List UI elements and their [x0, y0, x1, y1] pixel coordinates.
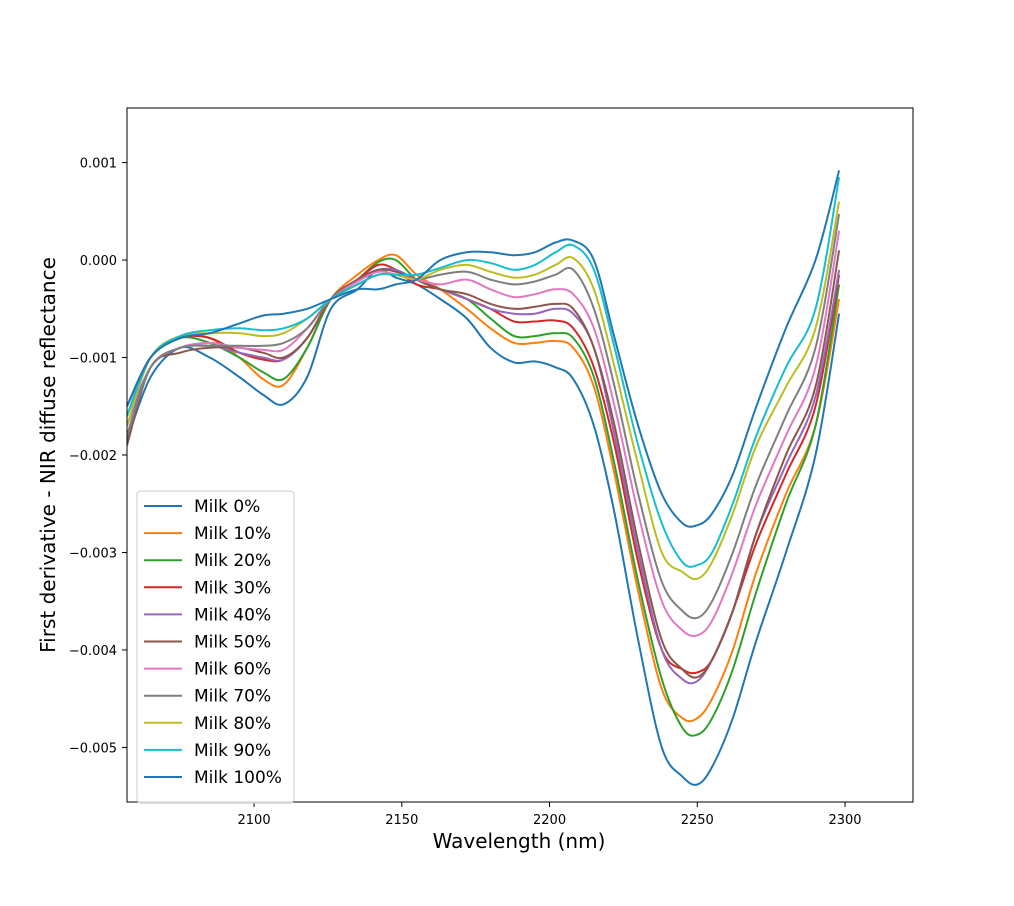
legend-label: Milk 100%	[194, 768, 282, 788]
legend-label: Milk 0%	[194, 497, 260, 517]
series-line-10	[127, 170, 841, 528]
series-line-9	[127, 177, 841, 568]
series-lines	[127, 170, 841, 786]
legend-label: Milk 80%	[194, 714, 271, 734]
series-line-6	[127, 230, 841, 638]
plot-area	[127, 170, 841, 786]
x-tick-label: 2300	[828, 813, 861, 828]
series-line-5	[127, 250, 841, 679]
y-tick-label: −0.005	[69, 741, 117, 756]
x-tick-label: 2250	[681, 813, 714, 828]
x-tick-label: 2200	[533, 813, 566, 828]
y-tick-label: 0.001	[80, 157, 117, 172]
y-tick-label: −0.003	[69, 546, 117, 561]
legend-label: Milk 50%	[194, 633, 271, 653]
legend-label: Milk 90%	[194, 741, 271, 761]
legend-label: Milk 40%	[194, 605, 271, 625]
x-tick-label: 2100	[238, 813, 271, 828]
axes: 2100 2150 2200 2250 2300 0.001 0.000 −0.001 −0.0…	[69, 107, 914, 828]
y-tick-label: −0.002	[69, 449, 117, 464]
legend-label: Milk 20%	[194, 551, 271, 571]
series-line-0	[127, 268, 841, 786]
y-axis-title: First derivative - NIR diffuse reflectan…	[36, 257, 60, 653]
legend-box	[136, 490, 295, 804]
legend-label: Milk 30%	[194, 578, 271, 598]
series-line-8	[127, 201, 841, 581]
legend-label: Milk 70%	[194, 687, 271, 707]
legend-label: Milk 60%	[194, 660, 271, 680]
y-tick-label: −0.004	[69, 644, 117, 659]
series-line-1	[127, 253, 841, 723]
series-line-7	[127, 214, 841, 620]
y-tick-label: −0.001	[69, 352, 117, 367]
x-axis-title: Wavelength (nm)	[433, 829, 606, 853]
series-line-2	[127, 257, 841, 737]
x-tick-label: 2150	[385, 813, 418, 828]
y-tick-label: 0.000	[80, 254, 117, 269]
legend: Milk 0% Milk 10% Milk 20% Milk 30% Milk 40% M…	[136, 490, 295, 804]
legend-label: Milk 10%	[194, 524, 271, 544]
